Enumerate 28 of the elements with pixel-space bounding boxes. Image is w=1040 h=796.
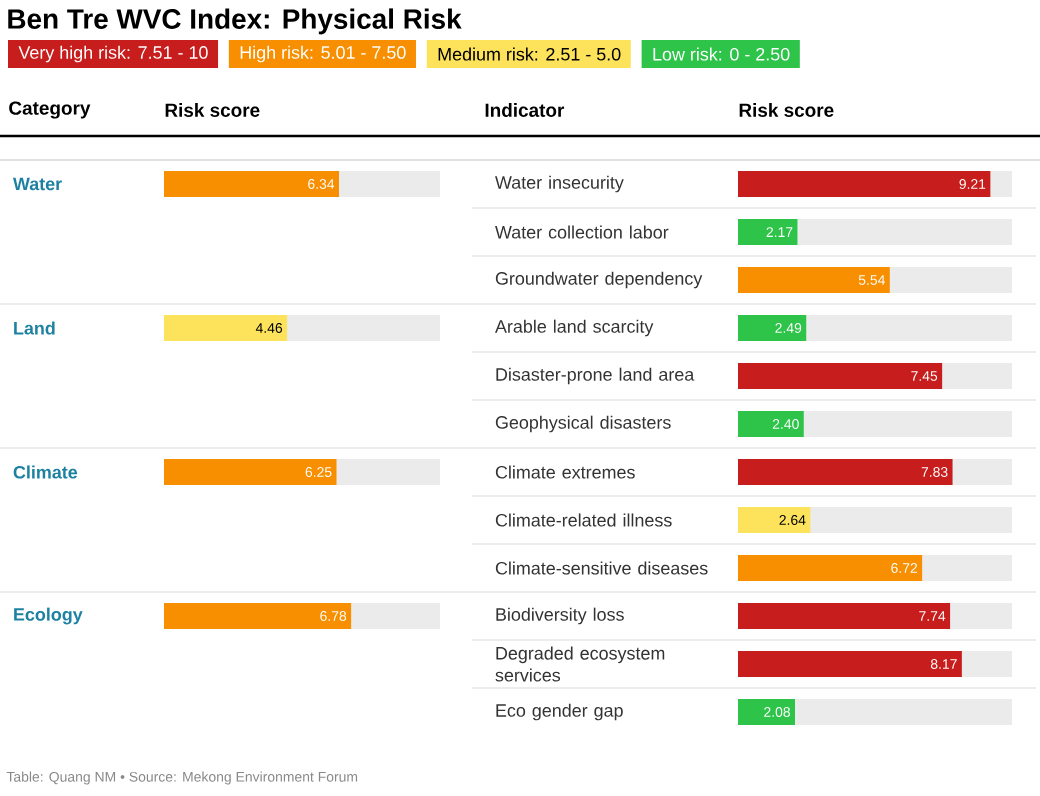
y-axis-title: Indicator bbox=[485, 103, 565, 117]
x-axis-title: Risk score bbox=[739, 103, 834, 117]
text: Medium risk: 2.51 - 5.0 bbox=[438, 47, 621, 61]
text: Low risk: 0 - 2.50 bbox=[653, 47, 790, 61]
y-tick-label: Groundwater dependency bbox=[495, 271, 703, 289]
y-tick-label: Arable land scarcity bbox=[495, 319, 654, 337]
y-tick-label: Disaster-prone land area bbox=[496, 367, 695, 385]
text: High risk: 5.01 - 7.50 bbox=[240, 45, 406, 63]
y-tick-label: Eco gender gap bbox=[496, 703, 623, 721]
y-tick-label: Climate bbox=[13, 465, 78, 479]
bar bbox=[738, 699, 795, 725]
x-axis-title: Risk score bbox=[165, 103, 260, 117]
y-tick-label: Degraded ecosystem services bbox=[495, 646, 665, 682]
y-tick-label: Ecology bbox=[14, 607, 83, 625]
y-tick-label: Land bbox=[14, 321, 55, 335]
bar bbox=[738, 411, 804, 437]
y-tick-label: Water insecurity bbox=[495, 175, 624, 193]
y-tick-label: Climate-sensitive diseases bbox=[495, 561, 708, 575]
y-tick-label: Water bbox=[12, 177, 62, 191]
y-tick-label: Water collection labor bbox=[495, 225, 669, 239]
y-tick-label: Biodiversity loss bbox=[496, 607, 624, 625]
text: Very high risk: 7.51 - 10 bbox=[18, 45, 208, 63]
y-tick-label: Climate extremes bbox=[495, 465, 635, 479]
y-tick-label: Climate-related illness bbox=[495, 513, 672, 527]
chart-title: Ben Tre WVC Index: Physical Risk bbox=[8, 8, 462, 35]
y-tick-label: Geophysical disasters bbox=[495, 415, 671, 433]
bar bbox=[738, 219, 798, 245]
y-axis-title: Category bbox=[9, 101, 91, 119]
